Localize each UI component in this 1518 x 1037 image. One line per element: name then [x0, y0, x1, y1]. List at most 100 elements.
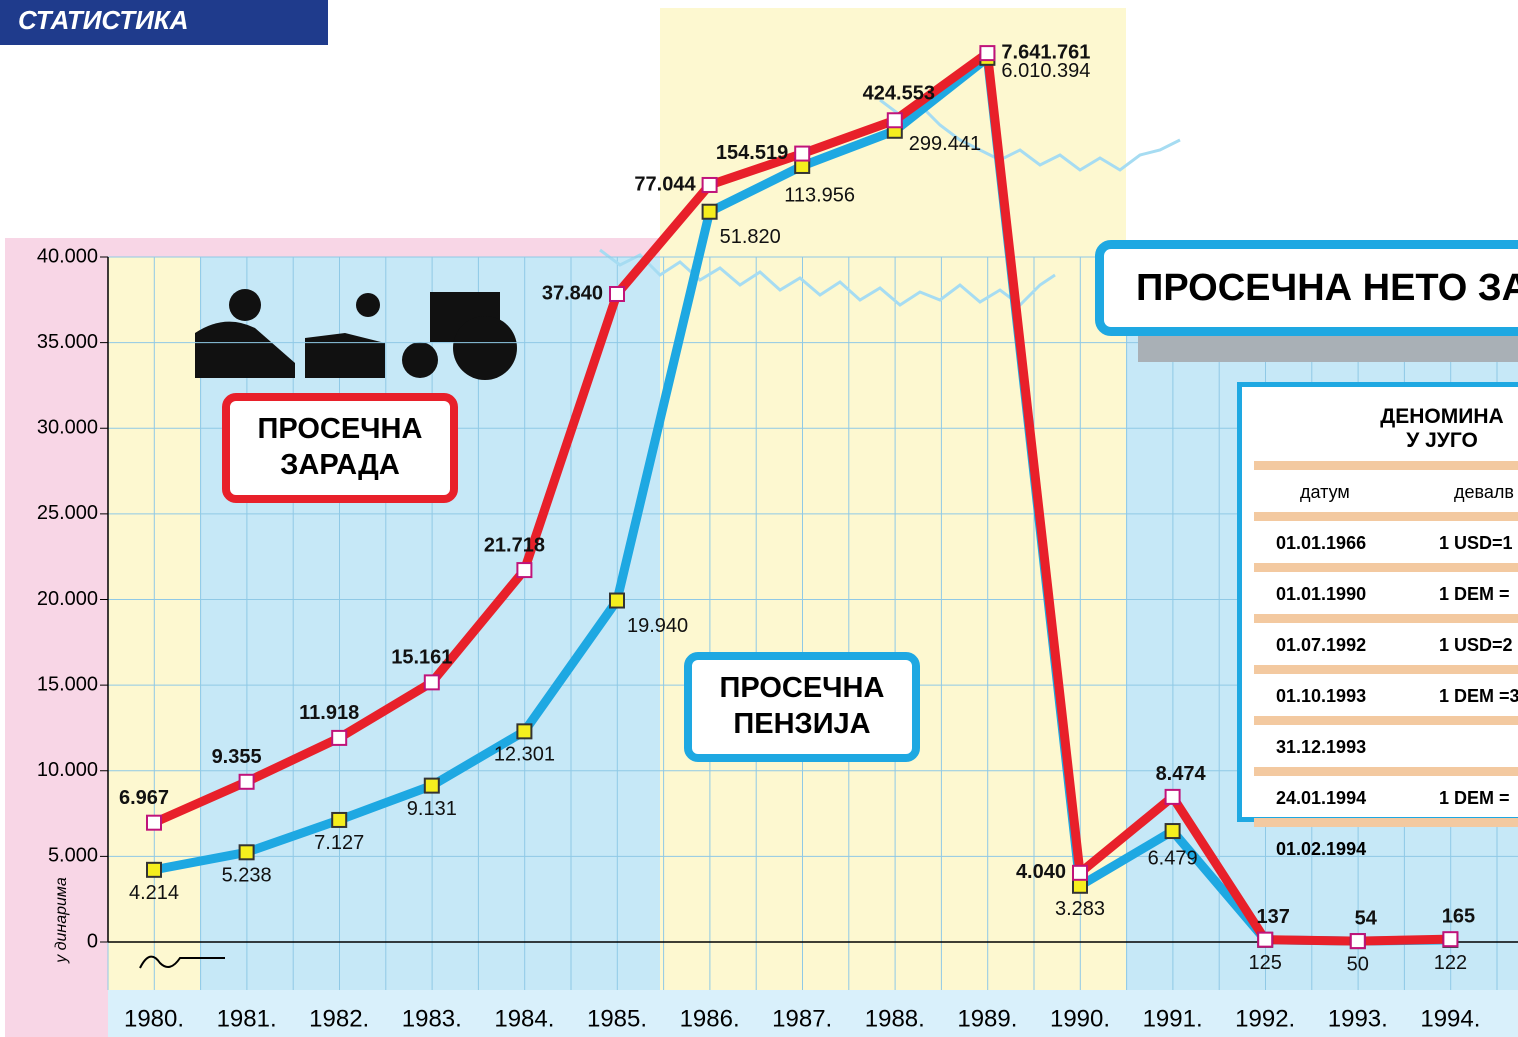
marker: [888, 113, 902, 127]
marker: [1258, 933, 1272, 947]
table-cell: 01.07.1992: [1276, 635, 1366, 656]
x-tick-label: 1992.: [1235, 1005, 1295, 1032]
marker: [1166, 790, 1180, 804]
value-label: 137: [1257, 906, 1290, 928]
x-tick-label: 1983.: [402, 1005, 462, 1032]
x-tick-label: 1980.: [124, 1005, 184, 1032]
value-label: 15.161: [391, 647, 452, 669]
value-label: 6.010.394: [1001, 60, 1090, 82]
marker: [610, 287, 624, 301]
marker: [703, 205, 717, 219]
x-tick-label: 1994.: [1420, 1005, 1480, 1032]
marker: [240, 775, 254, 789]
table-row: 01.10.1993 1 DEM =3: [1254, 665, 1518, 716]
column-header: датум: [1300, 482, 1350, 503]
marker: [517, 724, 531, 738]
x-tick-label: 1984.: [494, 1005, 554, 1032]
value-label: 37.840: [542, 282, 603, 304]
marker: [517, 563, 531, 577]
value-label: 299.441: [909, 133, 981, 155]
x-tick-label: 1988.: [865, 1005, 925, 1032]
table-row: 31.12.1993: [1254, 716, 1518, 767]
x-tick-label: 1989.: [957, 1005, 1017, 1032]
table-cell: 01.01.1990: [1276, 584, 1366, 605]
panel-title: ПРОСЕЧНА НЕТО ЗА: [1095, 240, 1518, 336]
value-label: 3.283: [1055, 898, 1105, 920]
value-label: 5.238: [222, 865, 272, 887]
x-tick-label: 1981.: [217, 1005, 277, 1032]
marker: [332, 731, 346, 745]
value-label: 11.918: [299, 702, 359, 724]
marker: [425, 675, 439, 689]
marker: [240, 845, 254, 859]
value-label: 7.127: [314, 832, 364, 854]
y-tick-label: 0: [87, 930, 98, 952]
table-cell: 01.02.1994: [1276, 839, 1366, 860]
x-tick-label: 1991.: [1143, 1005, 1203, 1032]
value-label: 154.519: [716, 142, 788, 164]
value-label: 122: [1434, 952, 1467, 974]
value-label: 6.479: [1148, 847, 1198, 869]
x-tick-label: 1986.: [680, 1005, 740, 1032]
marker: [980, 46, 994, 60]
marker: [795, 147, 809, 161]
value-label: 9.355: [212, 746, 262, 768]
table-cell: 1 USD=2: [1439, 635, 1513, 656]
value-label: 4.040: [1016, 861, 1066, 883]
value-label: 54: [1355, 907, 1378, 929]
value-label: 12.301: [494, 744, 555, 766]
marker: [610, 594, 624, 608]
value-label: 424.553: [863, 83, 935, 105]
y-tick-label: 40.000: [37, 245, 98, 267]
y-tick-label: 5.000: [48, 845, 98, 867]
x-tick-label: 1990.: [1050, 1005, 1110, 1032]
table-cell: 1 USD=1: [1439, 533, 1513, 554]
section-badge: СТАТИСТИКА: [0, 0, 328, 45]
y-tick-label: 30.000: [37, 417, 98, 439]
marker: [147, 863, 161, 877]
y-tick-label: 25.000: [37, 502, 98, 524]
table-row: 01.07.1992 1 USD=2: [1254, 614, 1518, 665]
y-tick-label: 10.000: [37, 759, 98, 781]
value-label: 7.641.761: [1001, 41, 1090, 63]
table-row: 01.02.1994: [1254, 818, 1518, 869]
x-tick-label: 1987.: [772, 1005, 832, 1032]
x-tick-label: 1993.: [1328, 1005, 1388, 1032]
table-cell: 01.01.1966: [1276, 533, 1366, 554]
table-row: 01.01.1990 1 DEM =: [1254, 563, 1518, 614]
marker: [1351, 934, 1365, 948]
value-label: 6.967: [119, 787, 169, 809]
marker: [147, 816, 161, 830]
value-label: 165: [1442, 905, 1475, 927]
value-label: 50: [1347, 953, 1369, 975]
marker: [703, 178, 717, 192]
table-row: 01.01.1966 1 USD=1: [1254, 512, 1518, 563]
marker: [332, 813, 346, 827]
table-title-line: У ЈУГО: [1332, 429, 1518, 453]
table-title-line: ДЕНОМИНА: [1332, 405, 1518, 429]
value-label: 19.940: [627, 615, 688, 637]
y-tick-label: 35.000: [37, 331, 98, 353]
value-label: 51.820: [720, 226, 781, 248]
table-cell: 1 DEM =3: [1439, 686, 1518, 707]
y-axis-label: у динарима: [53, 877, 70, 964]
marker: [425, 779, 439, 793]
marker: [1073, 866, 1087, 880]
x-tick-label: 1982.: [309, 1005, 369, 1032]
y-tick-label: 15.000: [37, 673, 98, 695]
value-label: 21.718: [484, 534, 545, 556]
table-cell: 31.12.1993: [1276, 737, 1366, 758]
marker: [1443, 932, 1457, 946]
value-label: 113.956: [784, 184, 855, 206]
value-label: 9.131: [407, 798, 457, 820]
infographic: у динарима 0 5.000 10.000 15.000 20.000 25.00…: [0, 0, 1518, 1037]
table-cell: 1 DEM =: [1439, 584, 1510, 605]
y-tick-label: 20.000: [37, 588, 98, 610]
value-label: 125: [1249, 952, 1282, 974]
table-cell: 01.10.1993: [1276, 686, 1366, 707]
value-label: 77.044: [634, 173, 696, 195]
